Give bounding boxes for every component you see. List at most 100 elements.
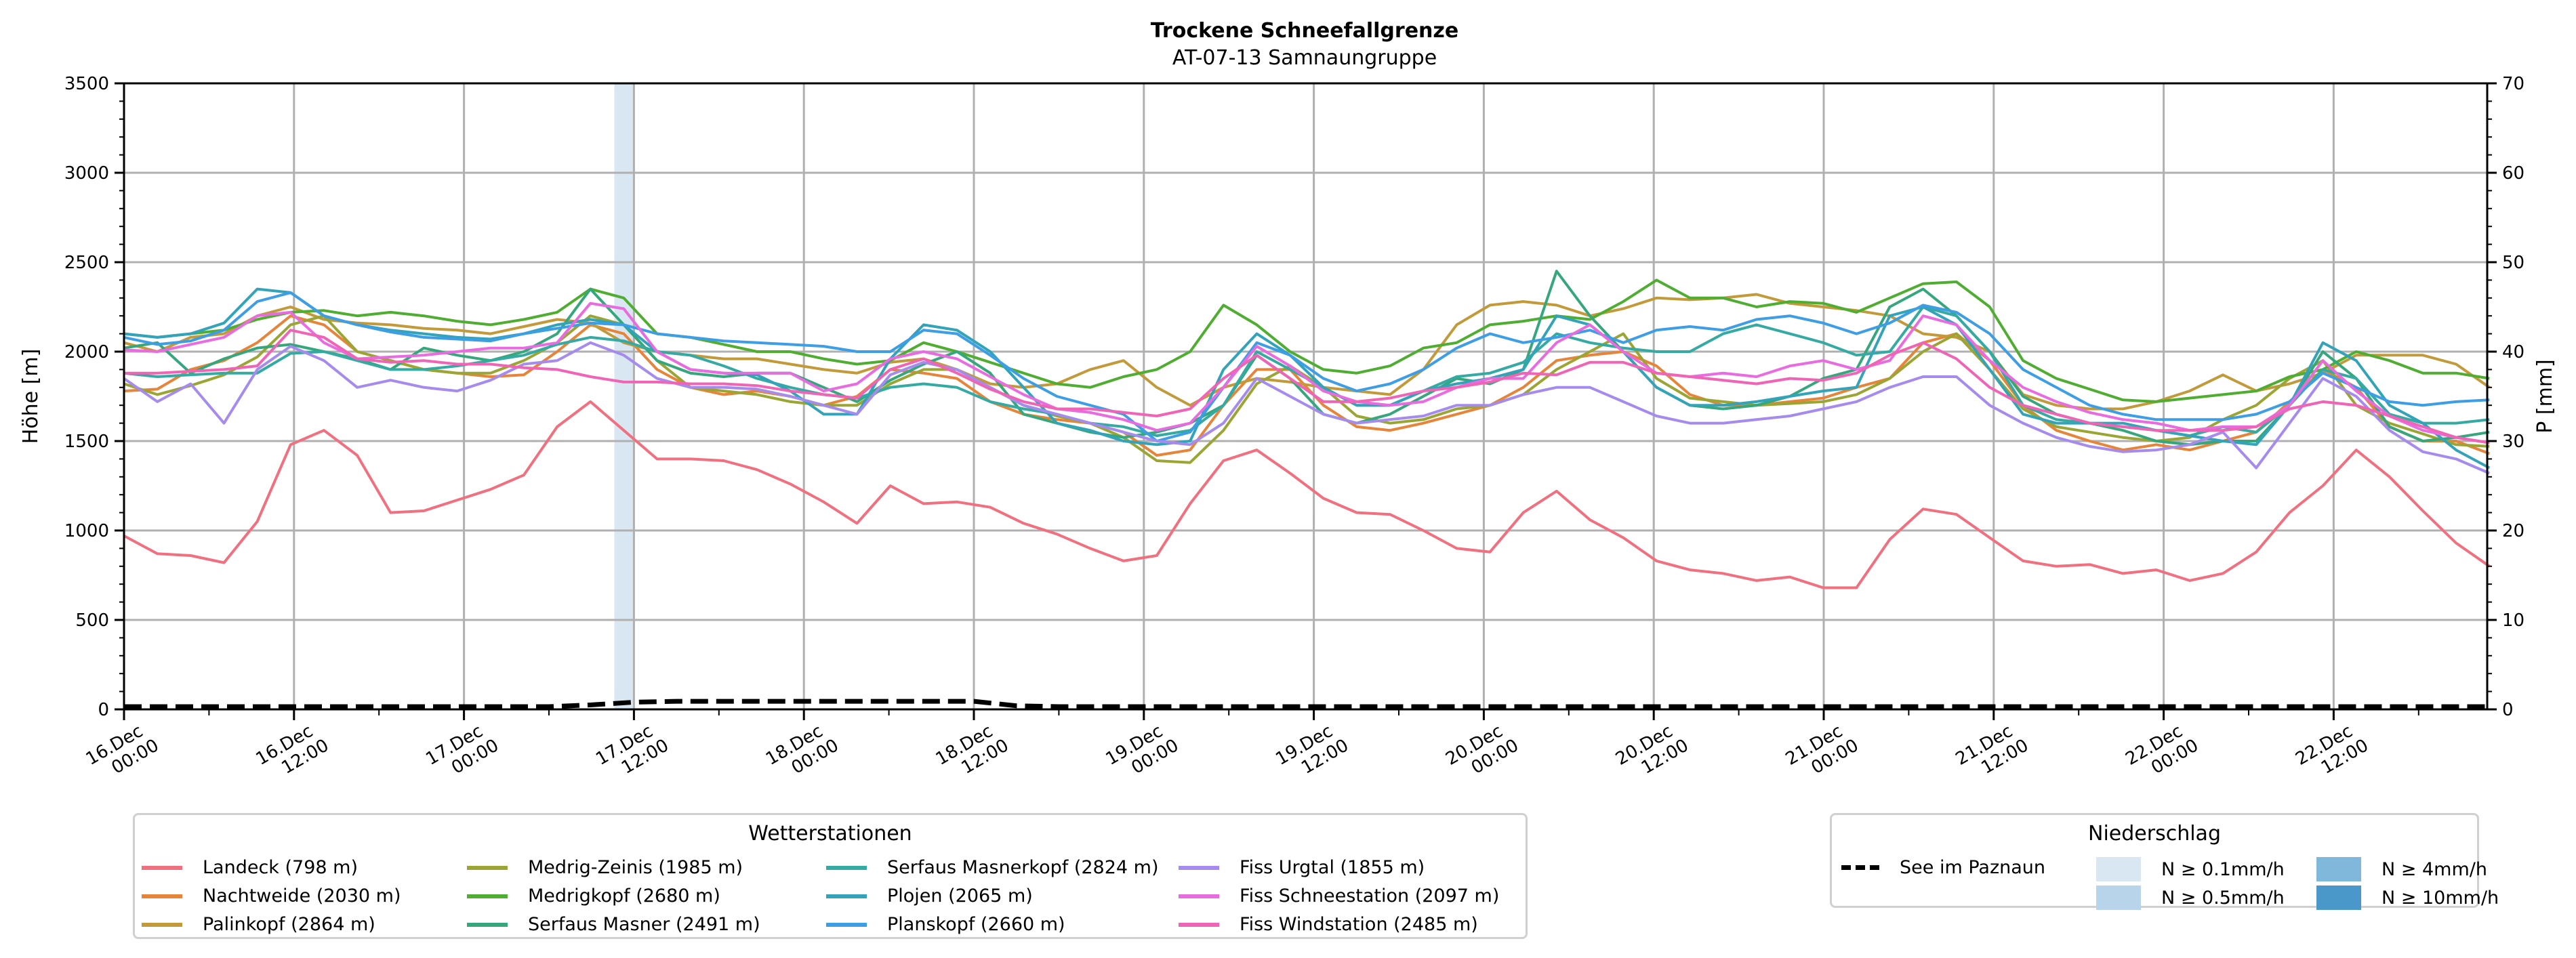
x-tick-label: 20.Dec12:00 xyxy=(1612,717,1692,787)
legend-item: Fiss Windstation (2485 m) xyxy=(1179,914,1478,935)
precip-legend-swatch xyxy=(2316,886,2361,910)
x-axis: 16.Dec00:00 16.Dec12:00 17.Dec00:00 17.Dec1… xyxy=(83,709,2419,787)
y-tick-label: 500 xyxy=(75,610,109,631)
y-tick-label: 2500 xyxy=(64,253,109,273)
precip-legend-label: N ≥ 4mm/h xyxy=(2381,858,2487,880)
legend-swatch xyxy=(467,894,508,898)
legend-item: Fiss Urgtal (1855 m) xyxy=(1179,857,1425,878)
precip-shade-band xyxy=(614,83,634,709)
x-tick-label: 22.Dec12:00 xyxy=(2292,717,2372,787)
legend-item: Landeck (798 m) xyxy=(142,857,358,878)
y-axis-left: 0 500 1000 1500 2000 2500 3000 3500 xyxy=(64,74,124,720)
y2-tick-label: 30 xyxy=(2502,432,2524,452)
series-line-2 xyxy=(123,293,2491,411)
x-tick-label: 19.Dec00:00 xyxy=(1103,717,1183,787)
x-tick-label: 18.Dec00:00 xyxy=(762,717,842,787)
series-line-3 xyxy=(123,314,2490,464)
plot-frame xyxy=(123,82,2489,711)
precip-shading-layer xyxy=(614,83,634,709)
x-tick-label: 19.Dec12:00 xyxy=(1272,717,1352,787)
legend-label: Landeck (798 m) xyxy=(203,857,358,878)
x-tick-label: 18.Dec12:00 xyxy=(933,717,1013,787)
legend-label: Nachtweide (2030 m) xyxy=(203,886,401,907)
y-axis-right: 0 10 20 30 40 50 60 70 xyxy=(2487,74,2524,720)
precip-legend-item: See im Paznaun xyxy=(1841,857,2045,878)
legend-swatch xyxy=(467,922,508,927)
precip-legend-item: N ≥ 4mm/h xyxy=(2316,857,2487,881)
legend-item: Plojen (2065 m) xyxy=(826,886,1033,907)
precip-legend-label: See im Paznaun xyxy=(1900,857,2045,878)
legend-swatch xyxy=(142,894,182,898)
legend-label: Serfaus Masner (2491 m) xyxy=(528,914,760,935)
legend-label: Medrigkopf (2680 m) xyxy=(528,886,720,907)
legend-item: Serfaus Masnerkopf (2824 m) xyxy=(826,857,1158,878)
legend-swatch xyxy=(826,922,867,927)
precip-legend-label: N ≥ 0.1mm/h xyxy=(2161,858,2285,880)
y-tick-label: 0 xyxy=(98,700,109,720)
precip-legend-label: N ≥ 10mm/h xyxy=(2381,887,2499,909)
legend-label: Fiss Windstation (2485 m) xyxy=(1240,914,1478,935)
y-tick-label: 2000 xyxy=(64,342,109,362)
y2-tick-label: 10 xyxy=(2502,610,2524,631)
legend-label: Fiss Schneestation (2097 m) xyxy=(1240,886,1500,907)
legend-swatch xyxy=(1179,865,1219,870)
x-tick-label: 16.Dec12:00 xyxy=(253,717,333,787)
precip-legend-swatch xyxy=(2096,886,2141,910)
series-line-5 xyxy=(123,270,2490,446)
series-line-11 xyxy=(124,329,2490,444)
legend-swatch xyxy=(142,922,182,927)
series-line-1 xyxy=(123,314,2491,457)
legend-item: Planskopf (2660 m) xyxy=(826,914,1065,935)
precip-legend-label: N ≥ 0.5mm/h xyxy=(2161,887,2285,909)
y2-tick-label: 40 xyxy=(2502,342,2524,362)
precip-line xyxy=(124,699,2490,709)
y-tick-label: 3500 xyxy=(64,74,109,94)
series-layer xyxy=(123,270,2491,589)
legend-label: Planskopf (2660 m) xyxy=(887,914,1065,935)
x-tick-label: 21.Dec12:00 xyxy=(1953,717,2032,787)
x-tick-label: 17.Dec12:00 xyxy=(592,717,672,787)
legend-swatch xyxy=(142,865,182,870)
x-tick-label: 17.Dec00:00 xyxy=(422,717,502,787)
legend-swatch xyxy=(1179,894,1219,898)
legend-label: Plojen (2065 m) xyxy=(887,886,1033,907)
legend-item: Serfaus Masner (2491 m) xyxy=(467,914,760,935)
series-line-0 xyxy=(123,400,2491,589)
legend-label: Medrig-Zeinis (1985 m) xyxy=(528,857,743,878)
legend-item: Fiss Schneestation (2097 m) xyxy=(1179,886,1499,907)
precip-legend-item: N ≥ 0.1mm/h xyxy=(2096,857,2285,881)
precip-legend-swatch xyxy=(2096,857,2141,881)
y2-tick-label: 70 xyxy=(2502,74,2524,94)
stations-legend-title: Wetterstationen xyxy=(748,822,912,846)
grid-layer xyxy=(124,83,2487,709)
legend-item: Palinkopf (2864 m) xyxy=(142,914,375,935)
precip-legend-title: Niederschlag xyxy=(2088,822,2221,846)
y2-axis-label: P [mm] xyxy=(2533,359,2557,433)
y-tick-label: 3000 xyxy=(64,163,109,184)
y-axis-label: Höhe [m] xyxy=(19,349,43,444)
legend-item: Nachtweide (2030 m) xyxy=(142,886,401,907)
y2-tick-label: 0 xyxy=(2502,700,2514,720)
series-line-8 xyxy=(123,291,2490,442)
y2-tick-label: 50 xyxy=(2502,253,2524,273)
series-line-4 xyxy=(123,278,2490,403)
legend-item: Medrigkopf (2680 m) xyxy=(467,886,720,907)
y-tick-label: 1500 xyxy=(64,432,109,452)
precip-legend-item: N ≥ 10mm/h xyxy=(2316,886,2499,910)
legend-label: Serfaus Masnerkopf (2824 m) xyxy=(887,857,1159,878)
y-tick-label: 1000 xyxy=(64,521,109,541)
y2-tick-label: 60 xyxy=(2502,163,2524,184)
chart-subtitle: AT-07-13 Samnaungruppe xyxy=(1172,46,1437,70)
x-tick-label: 16.Dec00:00 xyxy=(83,717,163,787)
precip-legend-swatch xyxy=(1841,865,1879,870)
precip-legend-swatch xyxy=(2316,857,2361,881)
series-line-10 xyxy=(123,301,2490,444)
legend-swatch xyxy=(826,894,867,898)
precip-legend-item: N ≥ 0.5mm/h xyxy=(2096,886,2285,910)
precip-layer xyxy=(124,699,2490,709)
precip-legend: Niederschlag See im Paznaun N ≥ 0.1mm/h N … xyxy=(1830,813,2499,910)
legend-label: Palinkopf (2864 m) xyxy=(203,914,375,935)
legend-label: Fiss Urgtal (1855 m) xyxy=(1240,857,1425,878)
y2-tick-label: 20 xyxy=(2502,521,2524,541)
legend-swatch xyxy=(826,865,867,870)
